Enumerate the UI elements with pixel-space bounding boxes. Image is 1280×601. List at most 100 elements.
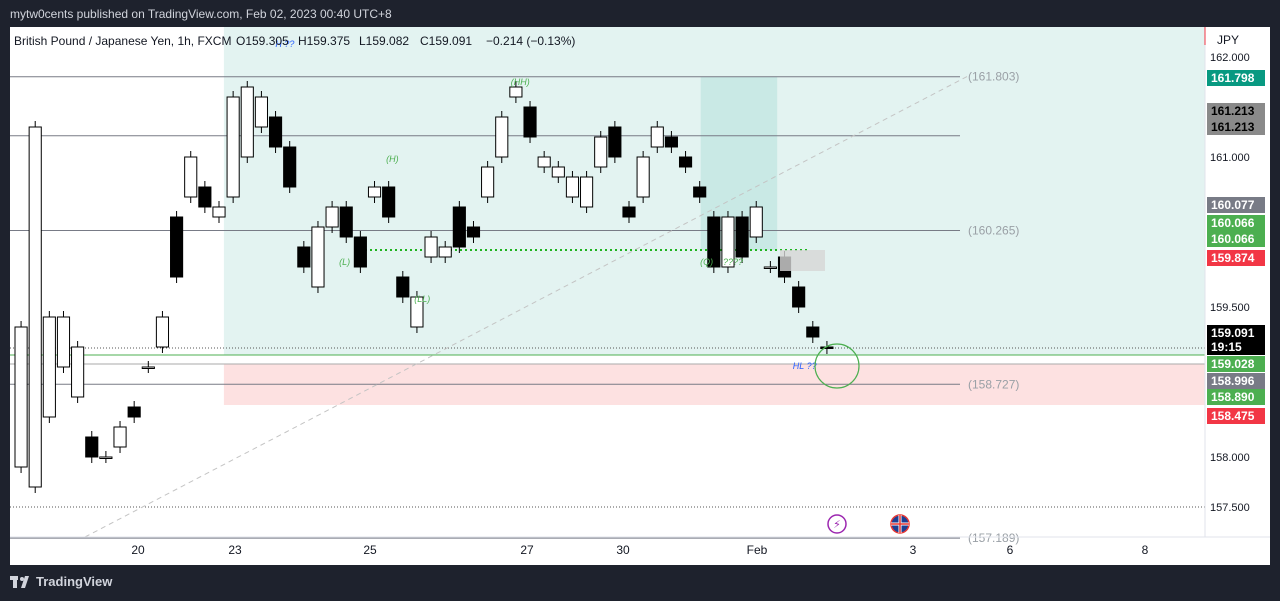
publish-header: mytw0cents published on TradingView.com,…: [10, 7, 392, 21]
candle-body: [339, 206, 353, 238]
candle-body: [466, 226, 481, 238]
candle-body: [664, 136, 678, 148]
lightning-icon: ⚡: [833, 519, 841, 531]
candle-body: [792, 286, 806, 308]
candle-body: [749, 206, 763, 238]
pattern-label: H ??: [275, 39, 294, 49]
candle-body: [537, 156, 551, 168]
candle-body: [198, 186, 212, 208]
candle-body: [283, 146, 297, 188]
price-tag-text: 160.066: [1211, 232, 1255, 246]
candle-body: [367, 186, 382, 198]
price-tag-text: 159.028: [1211, 357, 1255, 371]
level-label: (157.189): [968, 531, 1019, 545]
candle-body: [820, 346, 834, 349]
legend-text: British Pound / Japanese Yen, 1h, FXCM: [14, 34, 231, 48]
chart-area[interactable]: (161.803) (160.265) (158.727) (157.189) H ?…: [10, 27, 1270, 565]
candle-body: [763, 266, 777, 269]
tradingview-footer: TradingView: [10, 574, 112, 589]
candle-body: [608, 126, 622, 158]
price-tag: [1207, 325, 1265, 341]
x-tick-label: 30: [616, 543, 630, 557]
candle-body: [113, 426, 127, 448]
levels-layer: (161.803) (160.265) (158.727) (157.189): [10, 70, 1205, 545]
annotations-layer: H ?? (HH) (H) (L) (LL) (Q) ???? HL ?? ⚡: [275, 39, 910, 534]
level-label: (160.265): [968, 224, 1019, 238]
pattern-label: (HH): [511, 77, 530, 87]
hl-circle: [814, 343, 860, 389]
candle-body: [240, 86, 254, 158]
y-tick-label: 161.000: [1210, 152, 1250, 164]
x-tick-label: 25: [363, 543, 377, 557]
price-tag: [1207, 250, 1265, 266]
candle-body: [636, 156, 650, 198]
legend-text: O159.305: [236, 34, 289, 48]
price-tag: [1207, 356, 1265, 372]
price-tag-text: 158.996: [1211, 374, 1255, 388]
candle-body: [56, 316, 71, 368]
candle-body: [565, 176, 580, 198]
price-tag-text: 159.091: [1211, 326, 1255, 340]
candle-body: [678, 156, 693, 168]
candle-body: [707, 216, 721, 268]
candle-body: [170, 216, 184, 278]
price-tag: [1207, 339, 1265, 355]
candle-body: [99, 456, 113, 459]
pattern-label: (LL): [414, 294, 430, 304]
candle-body: [226, 96, 240, 198]
legend-text: −0.214 (−0.13%): [486, 34, 575, 48]
price-tag-text: 19:15: [1211, 340, 1242, 354]
price-tag-text: 160.066: [1211, 216, 1255, 230]
candle-body: [14, 326, 28, 468]
pattern-label: (H): [386, 154, 399, 164]
candle-body: [311, 226, 325, 288]
candle-body: [297, 246, 311, 268]
symbol-legend: British Pound / Japanese Yen, 1h, FXCM O1…: [14, 34, 575, 48]
x-tick-label: Feb: [747, 543, 768, 557]
candle-body: [155, 316, 170, 348]
y-tick-label: 158.000: [1210, 452, 1250, 464]
price-tag: [1207, 197, 1265, 213]
price-tag: [1207, 408, 1265, 424]
candlestick-chart[interactable]: (161.803) (160.265) (158.727) (157.189) H ?…: [10, 27, 1270, 565]
price-tag-text: 161.213: [1211, 120, 1255, 134]
candles-layer: [14, 81, 834, 493]
candle-body: [721, 216, 735, 268]
candle-body: [594, 136, 608, 168]
candle-body: [85, 436, 99, 458]
candle-body: [325, 206, 339, 228]
candle-body: [127, 406, 141, 418]
pattern-label: (Q): [700, 257, 713, 267]
y-tick-label: 162.000: [1210, 52, 1250, 64]
level-label: (158.727): [968, 377, 1019, 391]
tradingview-logo-icon: [10, 575, 29, 588]
candle-body: [184, 156, 198, 198]
price-labels-layer: 161.798 161.213 161.213 160.077 160.066 160.0…: [1207, 70, 1265, 424]
candle-body: [509, 86, 523, 98]
pattern-label: (L): [339, 257, 350, 267]
candle-body: [622, 206, 636, 218]
level-label: (161.803): [968, 70, 1019, 84]
lightning-event-icon: [827, 514, 847, 534]
candle-body: [71, 346, 85, 398]
legend-text: H159.375: [298, 34, 350, 48]
price-tag: [1207, 103, 1265, 119]
pattern-label: ????: [723, 257, 743, 267]
legend-text: L159.082: [359, 34, 409, 48]
x-tick-label: 6: [1007, 543, 1014, 557]
pattern-label: HL ??: [793, 361, 817, 371]
price-tag: [1207, 119, 1265, 135]
price-tag: [1207, 231, 1265, 247]
trend-line: [84, 74, 971, 538]
candle-body: [396, 276, 410, 298]
candle-body: [268, 116, 283, 148]
x-tick-label: 27: [520, 543, 534, 557]
y-tick-label: 159.500: [1210, 302, 1250, 314]
price-tag-text: 161.213: [1211, 104, 1255, 118]
candle-body: [410, 296, 424, 328]
candle-body: [28, 126, 42, 488]
candle-body: [806, 326, 820, 338]
candle-body: [353, 236, 367, 268]
price-tag-text: 159.874: [1211, 251, 1255, 265]
y-tick-label: 157.500: [1210, 502, 1250, 514]
